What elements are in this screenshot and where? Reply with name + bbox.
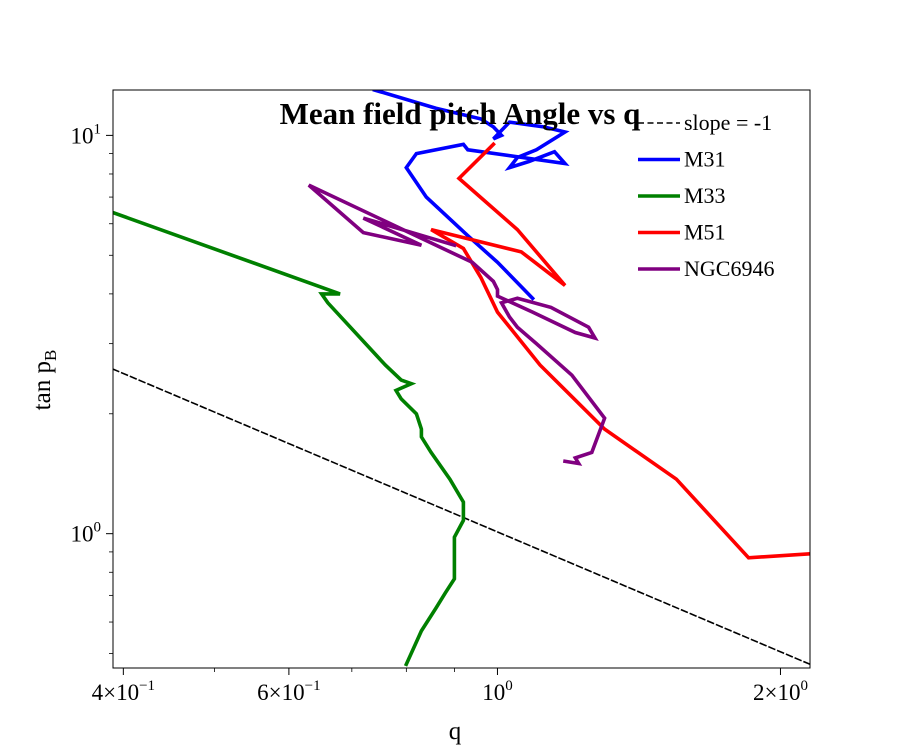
x-tick-label: 6×10−1 (257, 678, 320, 705)
x-axis-label: q (449, 718, 462, 745)
x-tick-label: 2×100 (753, 678, 808, 705)
tick-labels-layer: 4×10−1 6×10−1 100 2×100 100 101 (71, 121, 808, 705)
y-axis-label-subscript: B (41, 350, 60, 361)
series-line-ngc6946 (307, 183, 607, 466)
y-axis-label: tan pB (29, 350, 60, 411)
y-axis-label-main: tan p (29, 361, 56, 410)
chart-title: Mean field pitch Angle vs q (280, 96, 641, 131)
series-line-slope-1 (113, 368, 810, 666)
legend-label-m51: M51 (684, 220, 726, 245)
ticks-layer (106, 134, 781, 675)
y-tick-label: 100 (71, 520, 102, 547)
y-tick-label: 101 (71, 121, 102, 148)
series-layer (113, 90, 810, 667)
legend-label-slope-1: slope = -1 (684, 110, 772, 135)
series-line-m31 (372, 90, 570, 301)
x-tick-label: 100 (482, 678, 513, 705)
x-tick-label: 4×10−1 (92, 678, 155, 705)
plot-frame (112, 89, 811, 669)
series-line-m33 (113, 210, 466, 667)
legend-label-ngc6946: NGC6946 (684, 256, 774, 281)
legend: slope = -1 M31 M33 M51 NGC6946 (638, 110, 774, 281)
legend-label-m33: M33 (684, 183, 726, 208)
y-axis-label-group: tan pB (29, 350, 60, 411)
legend-label-m31: M31 (684, 147, 726, 172)
plot-area (113, 90, 810, 667)
